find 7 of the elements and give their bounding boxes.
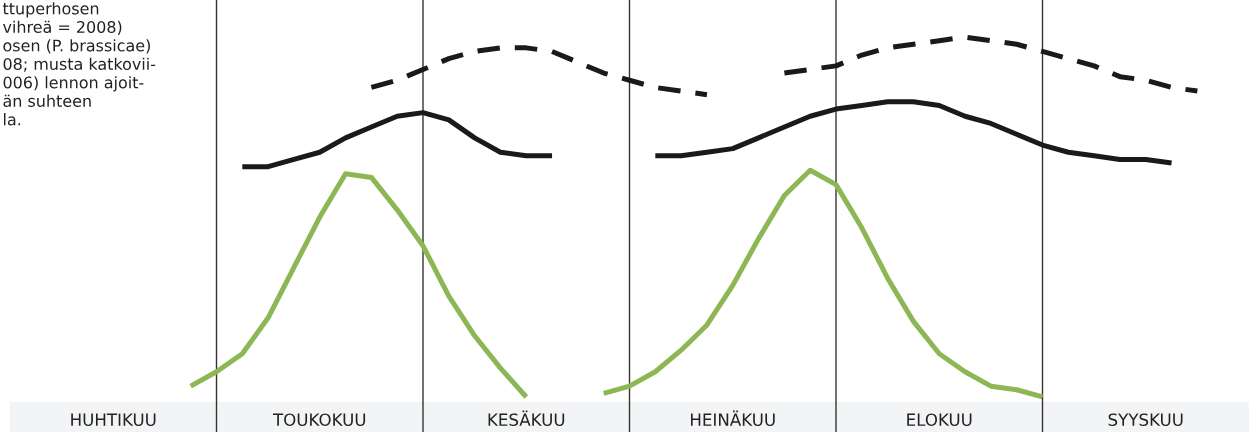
x-tick-label: HUHTIKUU [71,413,156,427]
x-tick-label: HEINÄKUU [691,410,775,427]
x-tick-label: SYYSKUU [1108,413,1183,427]
annotation: ttuperhosen vihreä = 2008) osen (P. brassicae) 08; musta katkovii- 006) lennon ajoit- än suhteen la. [2,2,156,126]
x-tick-label: KESÄKUU [488,410,565,427]
x-tick-label: TOUKOKUU [272,413,366,427]
x-tick-label: ELOKUU [907,413,972,427]
